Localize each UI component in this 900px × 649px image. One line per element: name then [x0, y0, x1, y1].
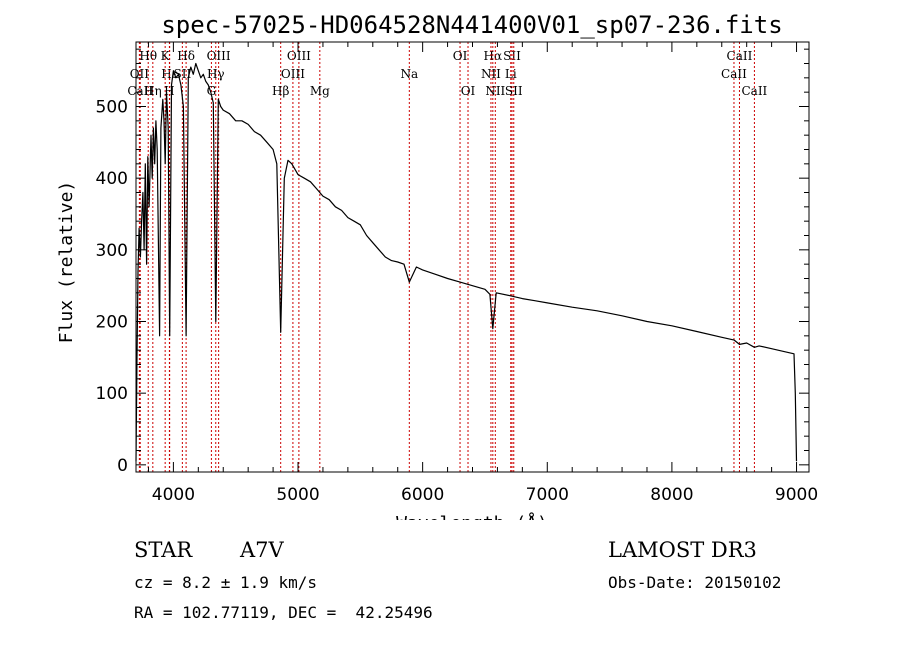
y-tick-label: 100 [96, 384, 128, 404]
x-axis: 4000 5000 6000 7000 8000 9000 [147, 42, 818, 505]
spectral-line-label: NII [481, 67, 501, 81]
spectral-line-label: H [164, 84, 174, 98]
chart-title: spec-57025-HD064528N441400V01_sp07-236.f… [161, 11, 782, 39]
spectral-line-label: CaII [727, 49, 753, 63]
series-layer [135, 62, 798, 462]
x-tick-label: 8000 [650, 485, 693, 505]
spectral-line-label: Li [505, 67, 517, 81]
object-subclass: A7V [240, 538, 284, 562]
spectral-line-label: Hδ [177, 49, 195, 63]
spectral-line-label: OIII [281, 67, 305, 81]
y-tick-label: 0 [117, 456, 128, 476]
spectral-line-label: Hα [484, 49, 503, 63]
spectrum-series-line [135, 62, 798, 462]
survey-name: LAMOST DR3 [608, 538, 757, 562]
y-tick-label: 500 [96, 98, 128, 118]
spectral-line-label: Hγ [207, 67, 225, 81]
spectral-line-label: Hη [144, 84, 162, 98]
chart-svg: spec-57025-HD064528N441400V01_sp07-236.f… [56, 11, 818, 520]
spectral-line-label: OII [130, 67, 150, 81]
spectral-line-label: Hβ [272, 84, 289, 98]
y-tick-label: 200 [96, 313, 128, 333]
x-tick-label: 5000 [276, 485, 319, 505]
spectral-line-label: OI [461, 84, 476, 98]
spectral-line-label: CaII [127, 84, 153, 98]
plot-frame [135, 41, 810, 473]
spectral-line-label: CaII [721, 67, 747, 81]
spectral-line-label: OI [453, 49, 468, 63]
spectral-line-label: NII [485, 84, 505, 98]
x-axis-title: Wavelength (Å) [396, 512, 548, 520]
spectral-line-label: SII [174, 67, 192, 81]
y-axis: 0 100 200 300 400 500 [96, 48, 809, 476]
redshift-text: cz = 8.2 ± 1.9 km/s [134, 573, 318, 592]
obs-date-text: Obs-Date: 20150102 [608, 573, 782, 592]
y-axis-title: Flux (relative) [56, 181, 77, 344]
x-tick-label: 7000 [526, 485, 569, 505]
y-tick-label: 300 [96, 241, 128, 261]
spectral-line-label: OIII [287, 49, 311, 63]
spectral-line-label: Mg [310, 84, 330, 98]
spectral-line-label: SII [505, 84, 523, 98]
object-class: STAR [134, 538, 193, 562]
spectral-line-label: K [161, 49, 171, 63]
spectral-line-label: Hθ [139, 49, 157, 63]
spectral-line-label: CaII [741, 84, 767, 98]
x-tick-label: 4000 [152, 485, 195, 505]
spectral-line-label: Na [400, 67, 418, 81]
x-tick-label: 6000 [401, 485, 444, 505]
x-tick-label: 9000 [775, 485, 818, 505]
spectral-line-label: OIII [207, 49, 231, 63]
spectral-line-label: SII [503, 49, 521, 63]
coordinates-text: RA = 102.77119, DEC = 42.25496 [134, 603, 433, 622]
spectral-line-label: G [207, 84, 217, 98]
y-tick-label: 400 [96, 169, 128, 189]
